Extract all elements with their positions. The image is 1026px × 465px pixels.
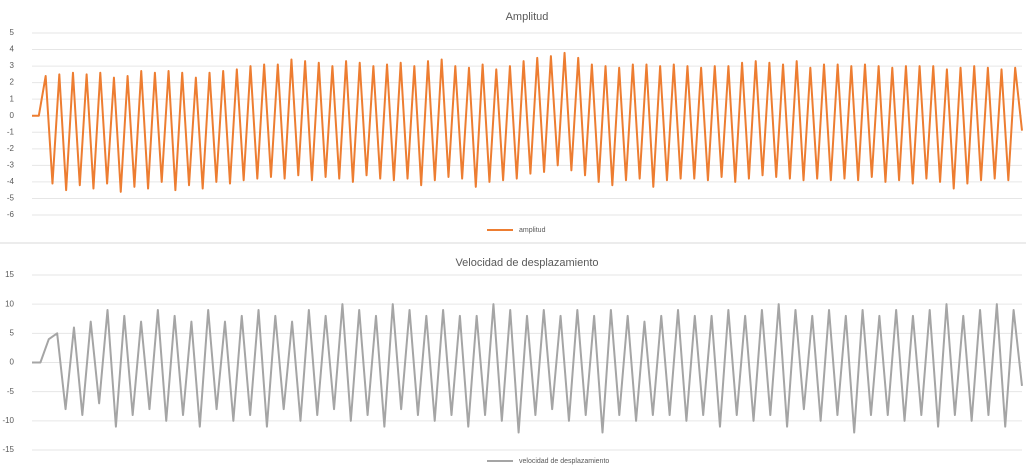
y-tick-label: 15 <box>5 270 14 279</box>
y-tick-label: -4 <box>7 177 15 186</box>
y-tick-label: -10 <box>2 416 14 425</box>
y-tick-label: -5 <box>7 194 15 203</box>
chart-title: Amplitud <box>506 11 549 23</box>
legend-label: velocidad de desplazamiento <box>519 458 609 465</box>
y-tick-label: 0 <box>10 358 15 367</box>
y-tick-label: -5 <box>7 387 15 396</box>
y-tick-label: 3 <box>10 61 15 70</box>
y-tick-label: -15 <box>2 445 14 454</box>
y-tick-label: -6 <box>7 210 15 219</box>
y-tick-label: 10 <box>5 299 14 308</box>
y-tick-label: -1 <box>7 127 15 136</box>
data-line <box>32 303 1023 434</box>
chart-title: Velocidad de desplazamiento <box>455 257 598 269</box>
y-tick-label: -2 <box>7 144 15 153</box>
y-tick-label: 4 <box>10 45 15 54</box>
legend-label: amplitud <box>519 227 546 234</box>
y-tick-label: 5 <box>10 328 15 337</box>
data-line <box>32 51 1023 193</box>
y-tick-label: -3 <box>7 160 15 169</box>
y-tick-label: 0 <box>10 111 15 120</box>
y-tick-label: 2 <box>10 78 15 87</box>
y-tick-label: 5 <box>10 28 15 37</box>
y-tick-label: 1 <box>10 94 15 103</box>
